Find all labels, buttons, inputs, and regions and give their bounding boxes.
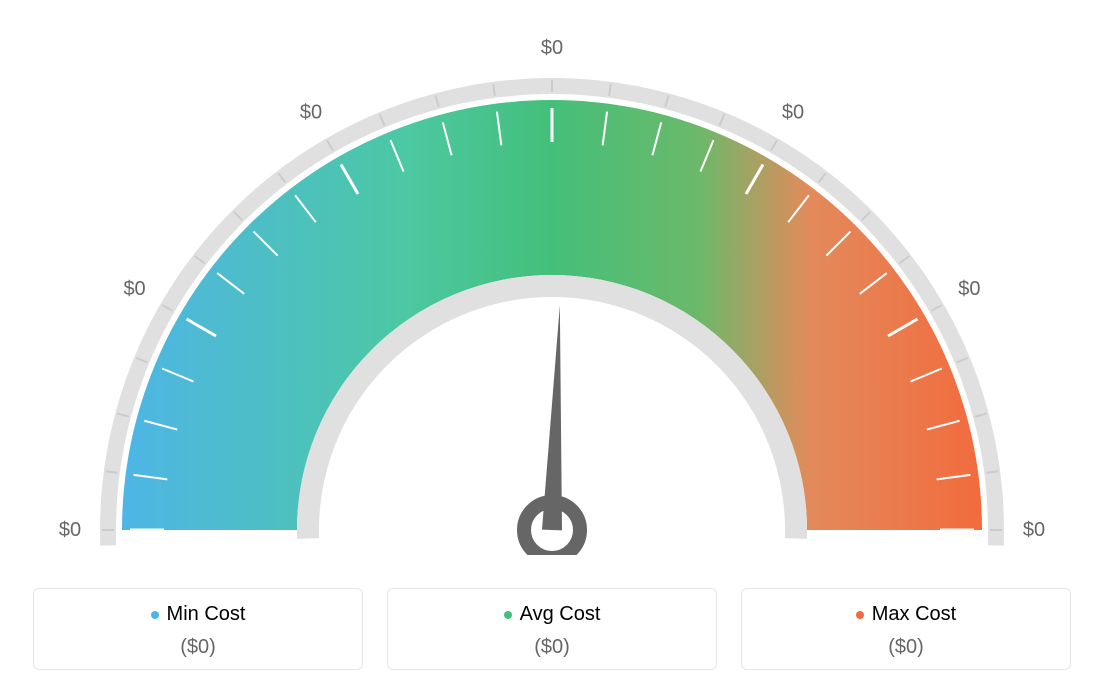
legend-card-min: Min Cost ($0) (33, 588, 363, 670)
legend-label: Avg Cost (520, 603, 601, 626)
legend-title-avg: Avg Cost (504, 603, 601, 626)
dot-icon (504, 611, 512, 619)
legend-row: Min Cost ($0) Avg Cost ($0) Max Cost ($0… (33, 588, 1071, 670)
legend-title-max: Max Cost (856, 603, 956, 626)
svg-text:$0: $0 (958, 278, 980, 300)
dot-icon (151, 611, 159, 619)
legend-card-max: Max Cost ($0) (741, 588, 1071, 670)
svg-text:$0: $0 (123, 278, 145, 300)
svg-text:$0: $0 (782, 102, 804, 124)
gauge-chart: $0 $0 $0 $0 $0 $0 $0 (22, 10, 1082, 560)
legend-title-min: Min Cost (151, 603, 246, 626)
gauge-svg: $0 $0 $0 $0 $0 $0 $0 (22, 10, 1082, 555)
svg-text:$0: $0 (1023, 519, 1045, 541)
legend-value: ($0) (388, 636, 716, 659)
legend-value: ($0) (742, 636, 1070, 659)
legend-card-avg: Avg Cost ($0) (387, 588, 717, 670)
svg-text:$0: $0 (59, 519, 81, 541)
svg-text:$0: $0 (300, 102, 322, 124)
svg-text:$0: $0 (541, 37, 563, 59)
legend-label: Min Cost (167, 603, 246, 626)
legend-label: Max Cost (872, 603, 956, 626)
legend-value: ($0) (34, 636, 362, 659)
dot-icon (856, 611, 864, 619)
